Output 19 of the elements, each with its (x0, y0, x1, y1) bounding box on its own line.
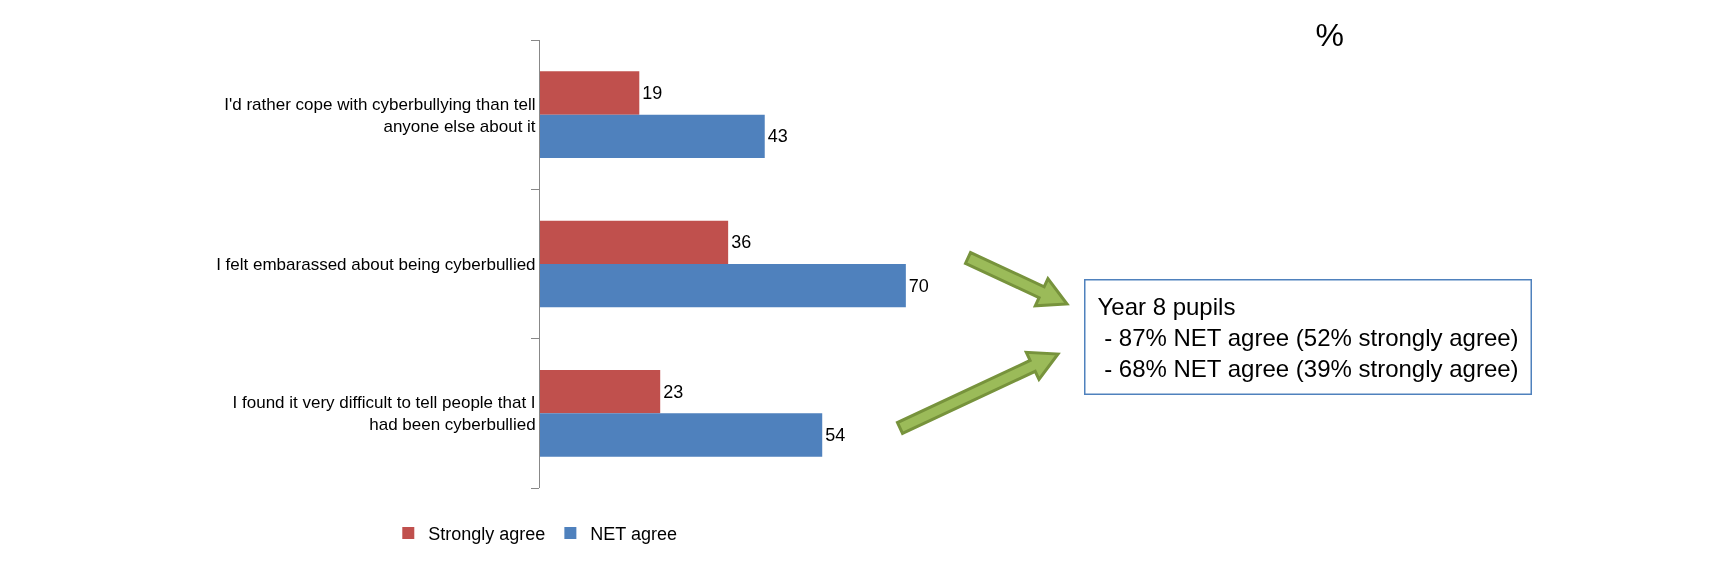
text: Year 8 pupils - 87% NET agree (52% strongly agree) - 68% NET agree (39% strongly agree) (1097, 292, 1519, 382)
data-label: 54 (825, 424, 846, 445)
bar (540, 220, 729, 264)
y-tick-label: I found it very difficult to tell people that I had been cyberbullied (232, 393, 536, 435)
bar (540, 413, 823, 457)
y-tick-label: I'd rather cope with cyberbullying than tell anyone else about it (224, 94, 536, 136)
legend-label: NET agree (590, 524, 678, 545)
data-label: 36 (731, 232, 752, 253)
data-label: 43 (767, 126, 788, 147)
y-tick-label: I felt embarassed about being cyberbullied (216, 254, 536, 274)
bar (540, 114, 765, 158)
data-label: 19 (642, 83, 663, 104)
bar (540, 264, 906, 308)
legend-label: Strongly agree (428, 524, 546, 545)
text: % (1315, 16, 1345, 53)
data-label: 23 (663, 381, 684, 402)
bar (540, 71, 640, 115)
data-label: 70 (908, 275, 929, 296)
bar (540, 370, 661, 414)
